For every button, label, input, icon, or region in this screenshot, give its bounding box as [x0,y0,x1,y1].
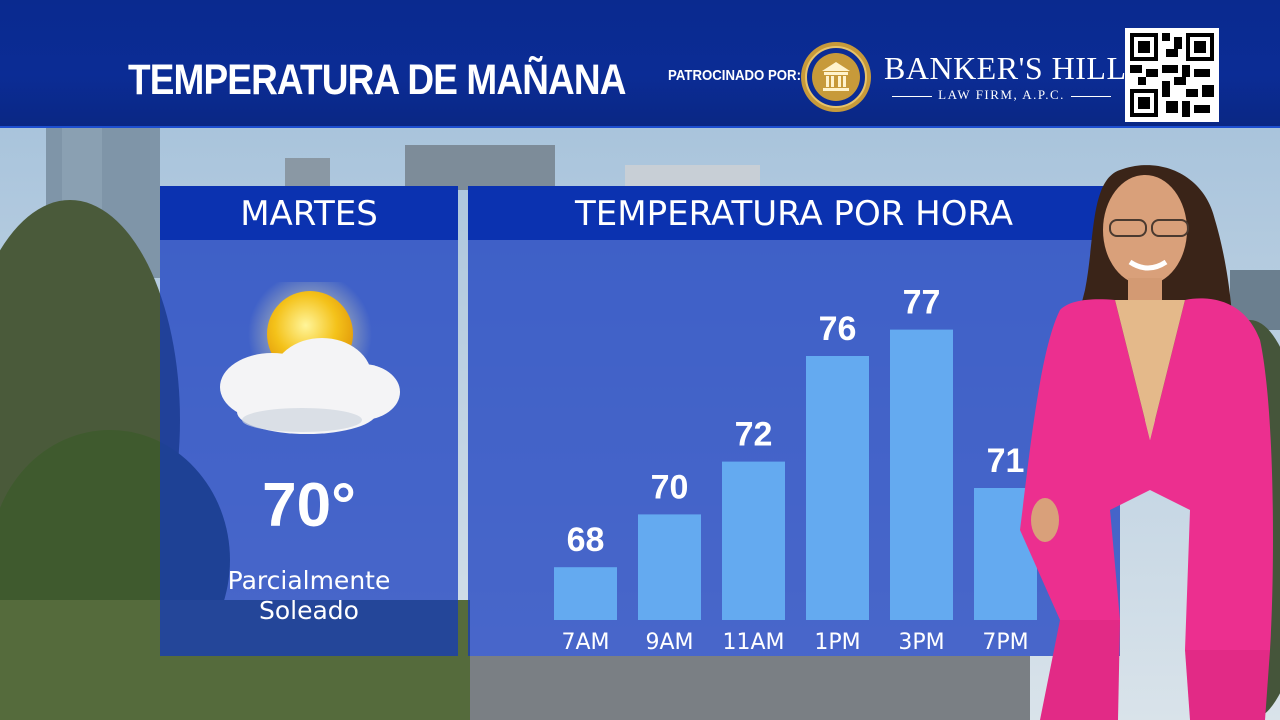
bar-11am [722,461,785,620]
day-temperature: 70° [262,471,356,540]
bar-value-label: 71 [987,442,1025,480]
bar-value-label: 76 [819,310,857,348]
page-title: TEMPERATURA DE MAÑANA [128,56,626,104]
sponsor-subtitle: LAW FIRM, A.P.C. [884,87,1119,103]
day-panel-header: MARTES [160,186,458,240]
qr-code-icon[interactable] [1125,28,1219,122]
bar-3pm [890,329,953,620]
x-tick-label: 1PM [814,630,860,655]
sponsor-name: BANKER'S HILL [884,50,1127,86]
sponsor-label: PATROCINADO POR: [668,67,801,84]
x-tick-label: 3PM [898,630,944,655]
bar-value-label: 70 [651,468,689,506]
bar-1pm [806,356,869,620]
x-tick-label: 11AM [722,630,784,655]
bar-value-label: 77 [903,284,941,322]
header-banner: TEMPERATURA DE MAÑANA PATROCINADO POR: B… [0,0,1280,128]
hourly-temperature-chart: 68 7AM 70 9AM 72 11AM 76 1PM 77 3PM 71 7PM [554,284,1037,655]
condition-line-1: Parcialmente [227,566,391,595]
hourly-panel-header: TEMPERATURA POR HORA [468,186,1120,240]
x-tick-label: 9AM [645,630,693,655]
condition-line-2: Soleado [259,596,359,625]
bar-9am [638,514,701,620]
law-firm-seal-icon [801,42,871,112]
bar-7am [554,567,617,620]
partly-sunny-icon [220,282,400,434]
bar-value-label: 68 [567,521,605,559]
x-tick-label: 7PM [982,630,1028,655]
presenter [1020,165,1273,720]
bar-value-label: 72 [735,416,773,454]
x-tick-label: 7AM [561,630,609,655]
